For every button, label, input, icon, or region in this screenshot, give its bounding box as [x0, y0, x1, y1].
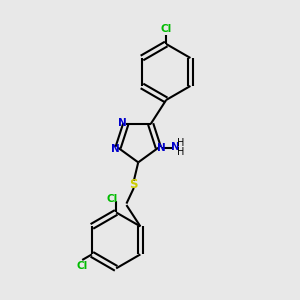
Text: N: N — [157, 143, 166, 153]
Text: N: N — [118, 118, 127, 128]
Text: Cl: Cl — [107, 194, 118, 204]
Text: N: N — [171, 142, 180, 152]
Text: Cl: Cl — [160, 24, 172, 34]
Text: S: S — [130, 178, 138, 191]
Text: Cl: Cl — [76, 261, 88, 271]
Text: H: H — [177, 138, 185, 148]
Text: N: N — [111, 144, 119, 154]
Text: H: H — [177, 147, 185, 158]
